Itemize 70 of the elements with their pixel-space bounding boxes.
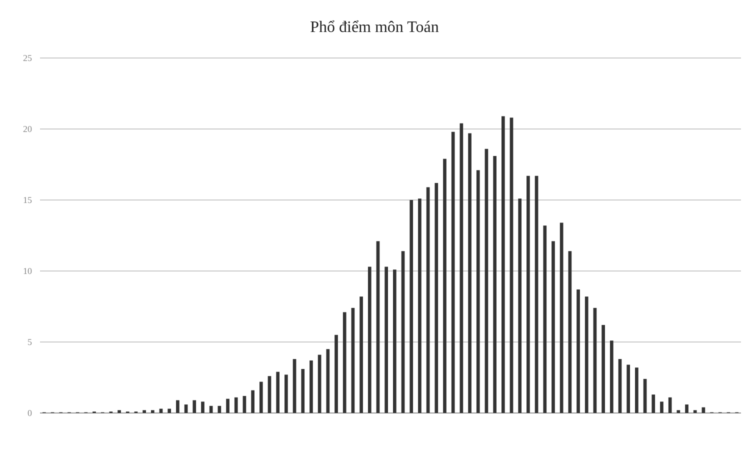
bar xyxy=(652,394,656,413)
bar xyxy=(360,296,363,413)
bar xyxy=(526,176,530,413)
bar xyxy=(584,296,588,413)
bar xyxy=(384,266,388,413)
bar xyxy=(168,408,172,413)
bar xyxy=(342,312,346,413)
bar xyxy=(543,226,547,413)
bar xyxy=(626,364,630,413)
bar xyxy=(518,198,522,413)
bar xyxy=(201,402,204,413)
bar xyxy=(434,182,438,413)
bar xyxy=(460,123,464,413)
bar xyxy=(660,402,664,413)
bar xyxy=(251,390,254,413)
bar xyxy=(326,349,330,413)
bar xyxy=(118,410,121,413)
bar xyxy=(259,382,263,413)
bar xyxy=(226,398,230,413)
bar xyxy=(376,241,380,413)
bar xyxy=(334,334,338,413)
bar xyxy=(393,270,396,413)
bar xyxy=(568,251,572,413)
bar xyxy=(618,359,622,413)
y-tick-label: 0 xyxy=(28,408,32,418)
bar xyxy=(284,374,288,413)
y-tick-label: 20 xyxy=(23,124,32,134)
bar xyxy=(301,368,305,413)
bar xyxy=(292,359,296,413)
bar xyxy=(643,378,647,413)
bar xyxy=(560,222,564,413)
bar xyxy=(150,410,154,413)
bar xyxy=(468,133,472,413)
bar xyxy=(410,200,414,413)
bar xyxy=(501,116,505,413)
bar xyxy=(234,397,238,413)
bar xyxy=(401,251,405,413)
bar xyxy=(635,368,638,413)
bar xyxy=(451,132,455,413)
bar xyxy=(268,376,272,413)
bar xyxy=(426,187,430,413)
bar xyxy=(534,176,538,413)
bar xyxy=(552,241,555,413)
bar xyxy=(602,324,605,413)
bar xyxy=(593,308,597,413)
chart-title: Phổ điểm môn Toán xyxy=(310,19,439,36)
y-tick-label: 10 xyxy=(23,266,32,276)
y-tick-label: 15 xyxy=(23,195,32,206)
bar xyxy=(276,372,280,413)
bar xyxy=(318,354,322,413)
bar xyxy=(576,289,580,413)
bar xyxy=(192,400,196,413)
bar xyxy=(368,266,372,413)
bar xyxy=(418,198,422,413)
bar xyxy=(484,148,488,413)
bar xyxy=(142,410,146,413)
bar xyxy=(310,360,313,413)
bar xyxy=(510,118,514,413)
bar xyxy=(351,308,355,413)
bar xyxy=(476,170,480,413)
bar xyxy=(676,410,680,413)
bar xyxy=(443,158,446,413)
bar xyxy=(610,340,614,413)
bar xyxy=(493,156,496,413)
bar xyxy=(685,404,688,413)
bar xyxy=(693,410,697,413)
y-tick-label: 25 xyxy=(23,53,32,64)
bar xyxy=(176,400,180,413)
bar xyxy=(159,408,163,413)
y-tick-label: 5 xyxy=(28,337,32,348)
